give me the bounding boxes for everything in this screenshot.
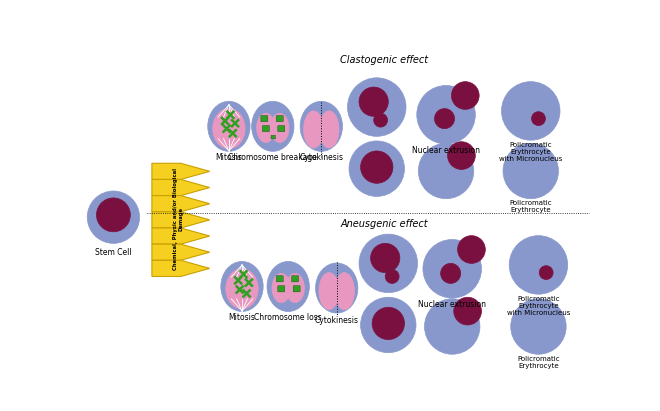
Circle shape [531,112,545,125]
FancyBboxPatch shape [278,286,284,292]
Circle shape [451,82,479,109]
Circle shape [503,143,558,199]
Text: Cytokinesis: Cytokinesis [299,153,343,162]
Circle shape [511,299,566,354]
Circle shape [349,141,405,196]
Ellipse shape [319,111,339,148]
Circle shape [374,113,387,127]
Circle shape [347,78,406,136]
Text: Aneusgenic effect: Aneusgenic effect [341,219,428,229]
Polygon shape [152,260,210,277]
Circle shape [96,198,130,232]
Circle shape [417,85,475,144]
Circle shape [510,236,568,294]
Text: Chromosome loss: Chromosome loss [254,314,322,323]
Ellipse shape [319,272,339,309]
Text: Stem Cell: Stem Cell [95,248,132,257]
Ellipse shape [267,261,310,312]
FancyBboxPatch shape [277,115,283,122]
FancyBboxPatch shape [278,125,284,132]
Circle shape [502,82,560,140]
Ellipse shape [208,101,250,151]
Circle shape [385,270,399,284]
Circle shape [434,109,455,129]
Text: Nuclear extrusion: Nuclear extrusion [412,145,480,155]
Circle shape [360,297,416,353]
Ellipse shape [257,113,275,143]
Circle shape [423,240,481,298]
Text: Chemical, Physic and/or Biological
Damage: Chemical, Physic and/or Biological Damag… [173,168,183,270]
Circle shape [441,263,461,284]
Text: Policromatic
Erythrocyte: Policromatic Erythrocyte [510,200,552,213]
Ellipse shape [213,109,245,149]
Ellipse shape [272,273,290,302]
Polygon shape [152,228,210,244]
Polygon shape [152,163,210,180]
Ellipse shape [315,263,358,313]
Text: Policromatic
Erythrocyte
with Micronucleus: Policromatic Erythrocyte with Micronucle… [499,142,562,162]
Ellipse shape [226,269,258,309]
Circle shape [372,307,405,339]
Ellipse shape [221,261,263,312]
Text: Clastogenic effect: Clastogenic effect [341,55,428,65]
Ellipse shape [286,273,304,302]
Ellipse shape [335,272,354,309]
FancyBboxPatch shape [293,286,300,292]
Text: Policromatic
Erythrocyte: Policromatic Erythrocyte [517,356,560,369]
Circle shape [457,236,485,263]
Polygon shape [152,212,210,228]
Ellipse shape [300,101,343,151]
Text: Cytokinesis: Cytokinesis [315,316,359,325]
FancyBboxPatch shape [271,135,275,139]
Text: Chromosome breakage: Chromosome breakage [228,153,317,162]
Circle shape [371,243,400,272]
FancyBboxPatch shape [292,276,298,282]
Text: Nuclear extrusion: Nuclear extrusion [418,300,486,309]
Polygon shape [152,196,210,212]
Text: Mitosis: Mitosis [228,314,255,323]
Polygon shape [152,244,210,260]
Ellipse shape [251,101,294,151]
FancyBboxPatch shape [263,125,269,132]
Text: Mitosis: Mitosis [215,153,242,162]
Circle shape [418,143,474,199]
Circle shape [447,142,475,169]
Circle shape [360,151,393,183]
Circle shape [359,234,418,293]
Polygon shape [152,180,210,196]
Circle shape [424,299,480,354]
FancyBboxPatch shape [261,115,268,122]
Circle shape [539,266,553,279]
Ellipse shape [271,113,289,143]
Circle shape [359,87,388,116]
Ellipse shape [304,111,323,148]
Circle shape [87,191,139,243]
FancyBboxPatch shape [277,276,283,282]
Text: Policromatic
Erythrocyte
with Micronucleus: Policromatic Erythrocyte with Micronucle… [507,296,570,316]
Circle shape [454,297,482,325]
